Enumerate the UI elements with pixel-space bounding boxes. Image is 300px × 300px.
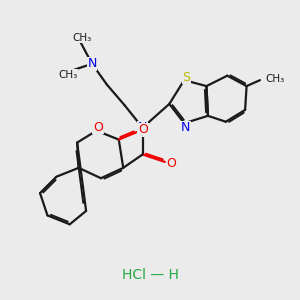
Text: N: N — [87, 57, 97, 70]
Text: CH₃: CH₃ — [265, 74, 285, 84]
Text: O: O — [167, 157, 176, 170]
Text: CH₃: CH₃ — [72, 33, 91, 43]
Text: S: S — [183, 71, 190, 84]
Text: O: O — [138, 123, 148, 136]
Text: O: O — [93, 121, 103, 134]
Text: N: N — [181, 121, 190, 134]
Text: CH₃: CH₃ — [58, 70, 78, 80]
Text: N: N — [138, 121, 147, 134]
Text: HCl — H: HCl — H — [122, 268, 178, 282]
